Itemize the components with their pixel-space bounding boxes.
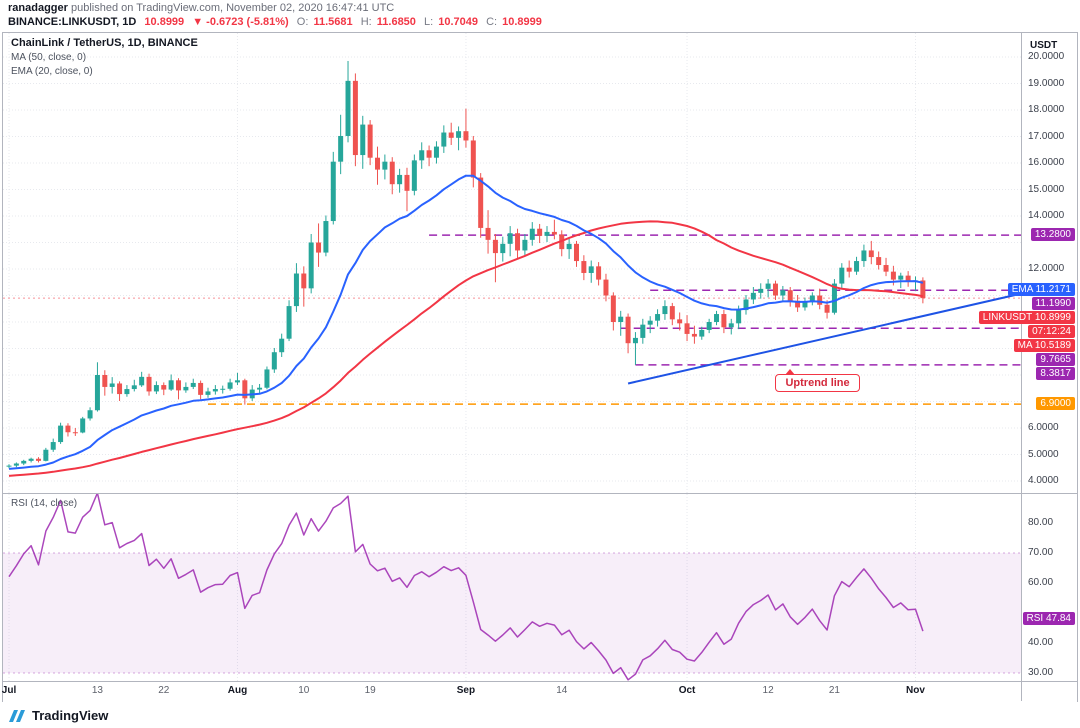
time-axis-label: 14 <box>556 685 568 696</box>
pane-divider <box>3 493 1077 494</box>
time-axis-label: 19 <box>364 685 376 696</box>
author-name: ranadagger <box>8 2 68 14</box>
price-axis-label: 15.0000 <box>1028 183 1065 195</box>
time-axis-label: Jul <box>1 685 17 696</box>
price-axis-label: 6.0000 <box>1028 422 1059 433</box>
uptrend-line[interactable] <box>627 293 1019 385</box>
high-label: H: <box>360 16 372 28</box>
time-axis-label: 22 <box>158 685 170 696</box>
price-axis-label: 19.0000 <box>1028 77 1065 89</box>
price-grid <box>3 33 1021 493</box>
close-value: 10.8999 <box>502 16 542 28</box>
time-axis-label: 21 <box>828 685 840 696</box>
rsi-axis-label: 80.00 <box>1028 517 1054 528</box>
price-axis-badge: EMA 11.2171 <box>1007 282 1075 296</box>
low-value: 10.7049 <box>438 16 478 28</box>
time-axis-label: 12 <box>762 685 774 696</box>
ma-legend: MA (50, close, 0) <box>11 52 87 63</box>
rsi-axis-label: 40.00 <box>1028 637 1054 648</box>
chart-title: ChainLink / TetherUS, 1D, BINANCE <box>11 37 198 49</box>
rsi-line <box>8 494 924 681</box>
time-axis-label: Sep <box>456 685 476 696</box>
price-axis-label: 4.0000 <box>1028 475 1059 486</box>
tradingview-brand: TradingView <box>32 707 109 723</box>
price-axis-label: 17.0000 <box>1028 130 1065 142</box>
price-axis-label: 20.0000 <box>1028 51 1065 62</box>
high-value: 11.6850 <box>376 16 416 28</box>
time-axis-label: 10 <box>298 685 310 696</box>
rsi-axis-badge: RSI 47.84 <box>1022 612 1075 626</box>
time-axis[interactable]: Jul 13 22 Aug 10 19 Sep 14 Oct 12 21 Nov <box>1 682 1021 701</box>
price-axis-label: 12.0000 <box>1028 263 1065 274</box>
price-axis[interactable]: USDT 20.0000 19.0000 18.0000 17.0000 16.0000… <box>978 33 1077 701</box>
price-axis-badge: 11.1990 <box>1031 296 1075 310</box>
rsi-axis-label: 60.00 <box>1028 577 1054 588</box>
ema-legend: EMA (20, close, 0) <box>11 66 93 77</box>
rsi-pane[interactable] <box>3 494 1021 682</box>
open-value: 11.5681 <box>313 16 353 28</box>
price-change: ▼ -0.6723 (-5.81%) <box>192 16 289 28</box>
price-axis-badge: 13.2800 <box>1030 228 1075 242</box>
chart-legend: ChainLink / TetherUS, 1D, BINANCE MA (50… <box>11 37 198 78</box>
price-axis-badge: 8.3817 <box>1036 366 1075 380</box>
time-axis-label: 13 <box>91 685 103 696</box>
price-axis-label: 16.0000 <box>1028 157 1065 168</box>
price-axis-label: 18.0000 <box>1028 104 1065 115</box>
open-label: O: <box>296 16 309 28</box>
plot-area[interactable]: ChainLink / TetherUS, 1D, BINANCE MA (50… <box>1 33 1021 701</box>
price-axis-label: 5.0000 <box>1028 448 1059 460</box>
rsi-grid <box>8 494 917 682</box>
footer: TradingView <box>0 702 1080 728</box>
ema-20-line <box>8 174 924 470</box>
price-axis-badge: 6.9000 <box>1036 397 1075 411</box>
uptrend-line-label: Uptrend line <box>775 368 860 392</box>
publish-meta: published on TradingView.com, November 0… <box>67 2 395 14</box>
time-axis-label: Oct <box>678 685 696 696</box>
tradingview-logo-icon[interactable] <box>8 708 26 723</box>
publish-info: ranadagger published on TradingView.com,… <box>8 2 394 14</box>
symbol-name: BINANCE:LINKUSDT, 1D <box>8 16 137 28</box>
low-label: L: <box>423 16 434 28</box>
price-axis-label: 14.0000 <box>1028 210 1065 221</box>
price-axis-badge: MA 10.5189 <box>1013 338 1075 352</box>
last-price: 10.8999 <box>144 16 185 28</box>
time-axis-divider <box>3 681 1077 682</box>
price-axis-badge: 9.7665 <box>1036 352 1075 366</box>
chart-card: ChainLink / TetherUS, 1D, BINANCE MA (50… <box>2 32 1078 704</box>
time-axis-label: Aug <box>227 685 248 696</box>
rsi-band <box>3 553 1021 673</box>
rsi-legend: RSI (14, close) <box>11 498 78 509</box>
price-pane[interactable] <box>3 33 1021 493</box>
symbol-ohlc-bar: BINANCE:LINKUSDT, 1D 10.8999 ▼ -0.6723 (… <box>8 16 547 28</box>
price-axis-badge: LINKUSDT 10.8999 <box>978 310 1075 324</box>
close-label: C: <box>486 16 498 28</box>
rsi-axis-label: 70.00 <box>1028 547 1054 558</box>
ma-50-line <box>8 220 924 477</box>
rsi-axis-label: 30.00 <box>1028 667 1054 678</box>
price-axis-badge: 07:12:24 <box>1028 324 1075 338</box>
candles-layer <box>6 60 926 469</box>
quote-currency-label: USDT <box>1030 40 1058 51</box>
time-axis-label: Nov <box>906 685 925 696</box>
